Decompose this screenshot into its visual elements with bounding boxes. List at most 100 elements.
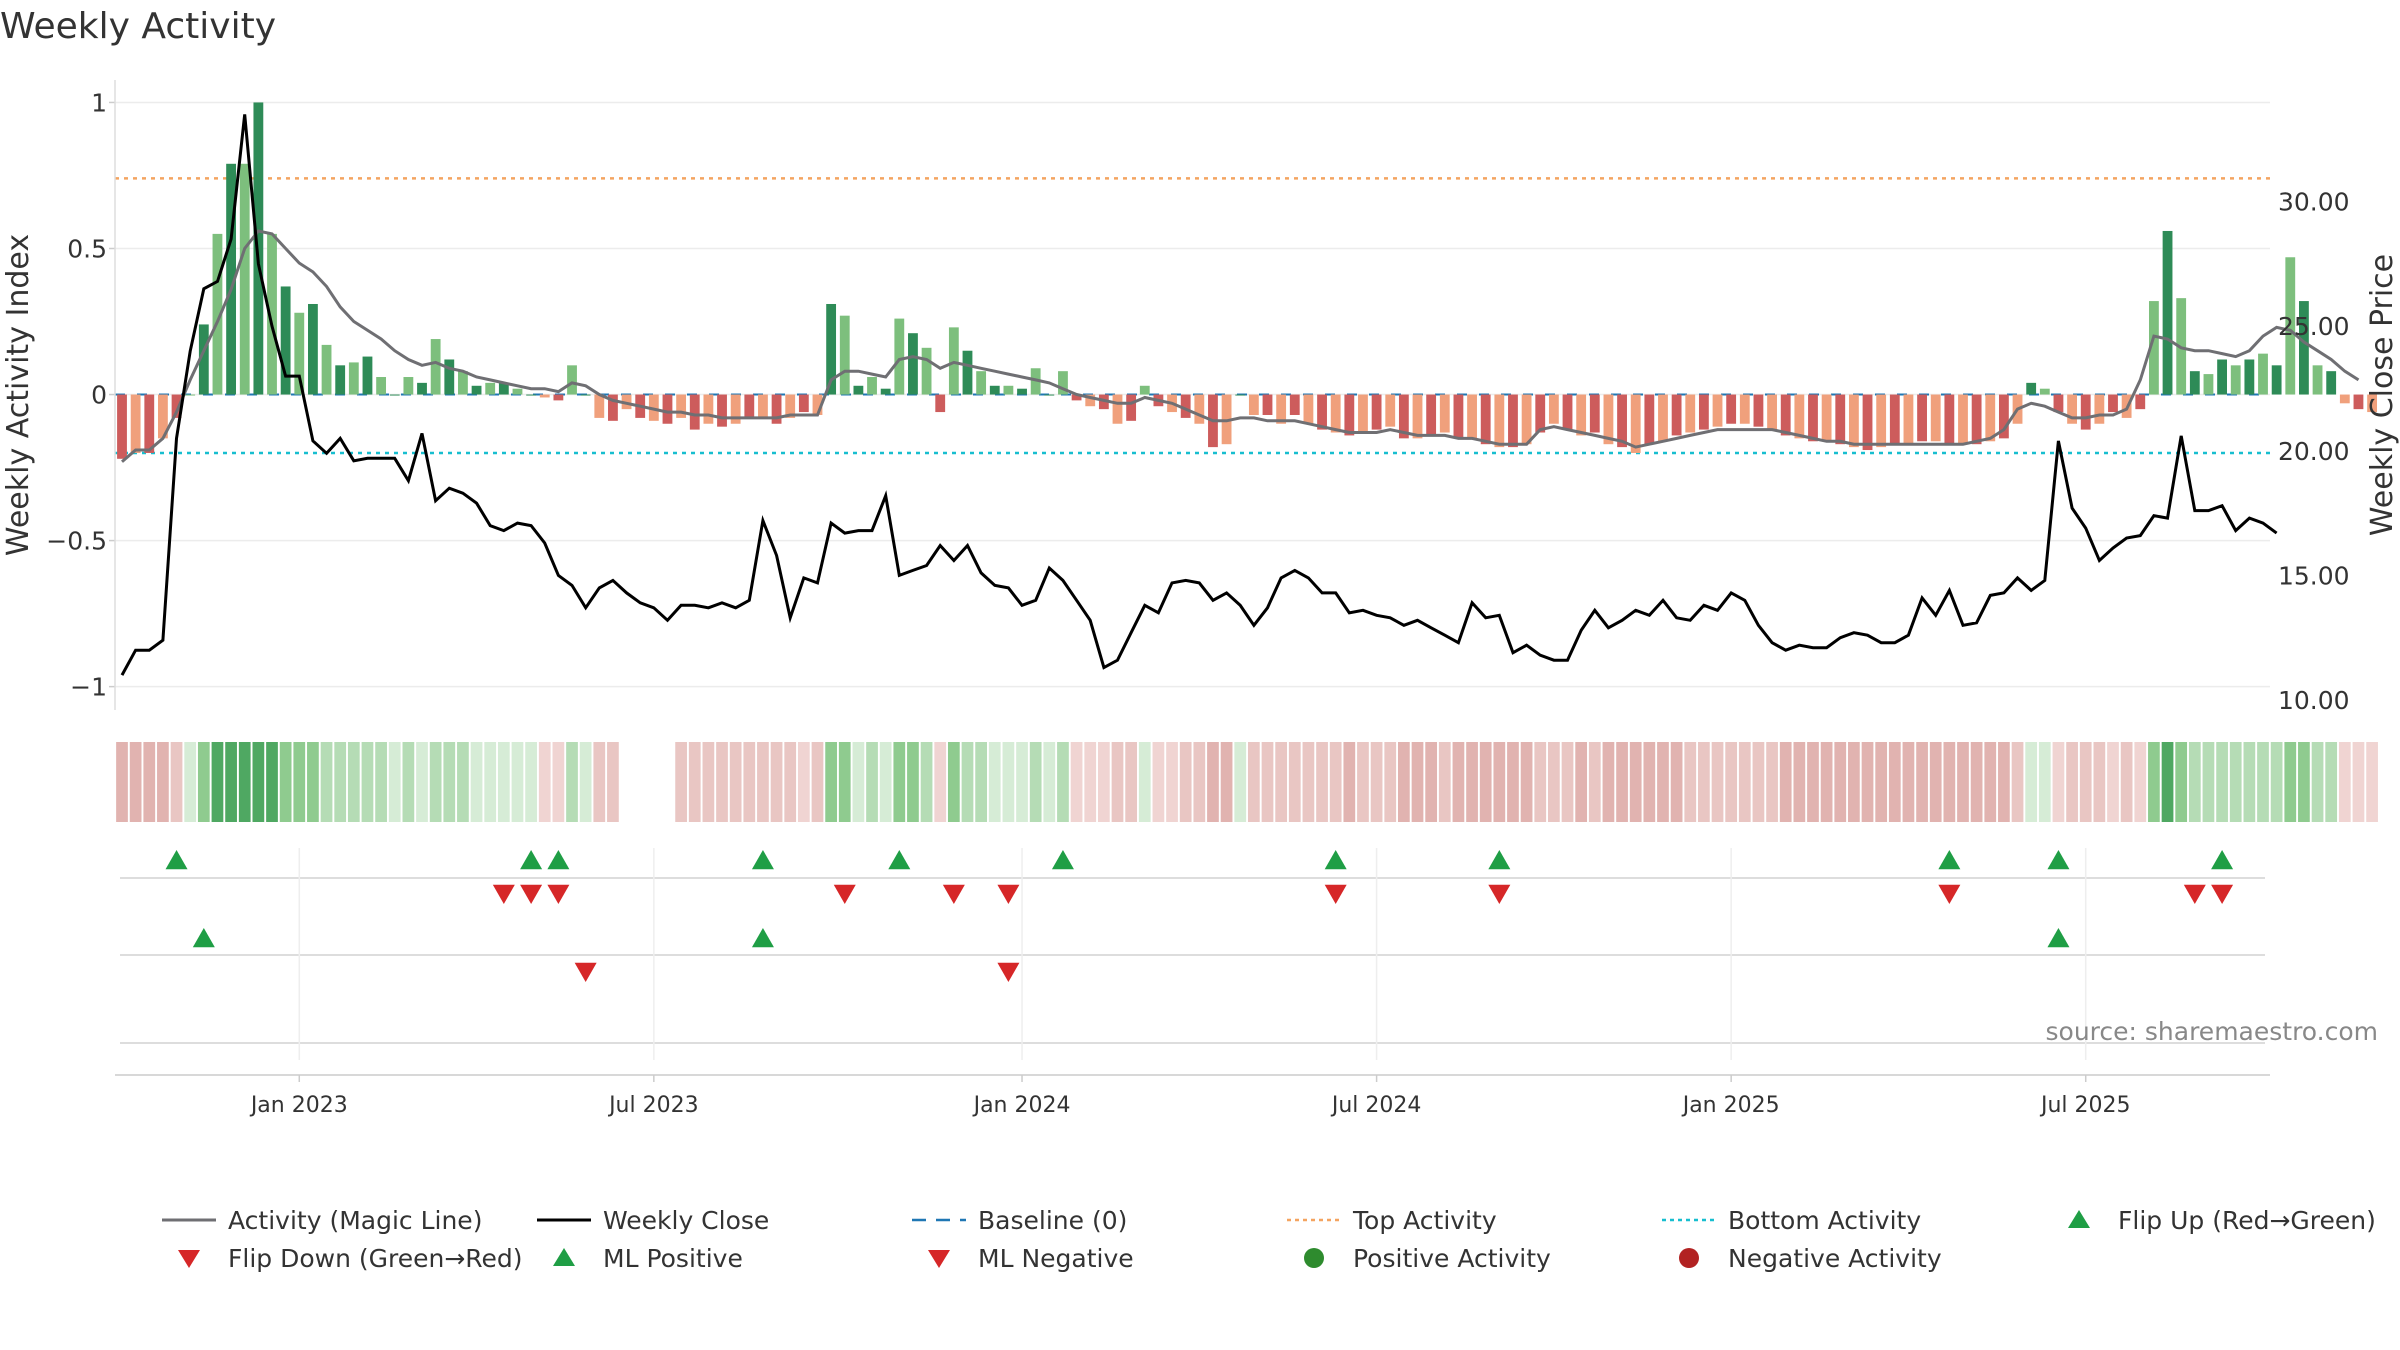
ml-positive-marker xyxy=(2047,928,2070,948)
heat-cell xyxy=(797,742,810,822)
heat-cell xyxy=(266,742,278,822)
heat-cell xyxy=(1916,742,1928,822)
flip-up-marker xyxy=(2211,850,2234,870)
legend-marker xyxy=(2068,1210,2090,1228)
source-credit: source: sharemaestro.com xyxy=(2046,1017,2379,1046)
activity-bar xyxy=(2367,394,2378,413)
left-tick-label: −0.5 xyxy=(46,527,107,556)
y-axis-left-label: Weekly Activity Index xyxy=(1,234,36,556)
heat-cell xyxy=(2011,742,2024,822)
heat-cell xyxy=(347,742,360,822)
activity-bar xyxy=(1780,394,1791,436)
heat-cell xyxy=(1152,742,1165,822)
heat-cell xyxy=(579,742,592,822)
activity-bar xyxy=(212,233,223,395)
activity-bar xyxy=(444,359,455,395)
heat-cell xyxy=(1452,742,1465,822)
heat-cell xyxy=(1548,742,1560,822)
legend-item: Activity (Magic Line) xyxy=(160,1203,482,1237)
legend-marker xyxy=(178,1250,200,1268)
activity-bar xyxy=(539,394,550,398)
activity-bar xyxy=(1276,394,1287,424)
heat-cell xyxy=(975,742,987,822)
activity-bar xyxy=(1085,394,1096,407)
heat-cell xyxy=(1957,742,1969,822)
activity-bar xyxy=(1371,394,1382,430)
heat-cell xyxy=(143,742,156,822)
activity-bar xyxy=(2039,388,2050,395)
activity-bar xyxy=(1439,394,1450,433)
heat-cell xyxy=(511,742,524,822)
heat-cell xyxy=(525,742,537,822)
activity-bar xyxy=(280,286,291,395)
heat-cell xyxy=(1520,742,1533,822)
activity-bar xyxy=(1903,394,1914,445)
heat-cell xyxy=(1329,742,1342,822)
heat-cell xyxy=(1588,742,1601,822)
y-axis-right-label: Weekly Close Price xyxy=(2365,254,2400,536)
activity-bar xyxy=(1289,394,1300,415)
legend-label: Flip Down (Green→Red) xyxy=(228,1243,523,1273)
activity-bar xyxy=(1180,394,1191,418)
heat-cell xyxy=(770,742,783,822)
activity-bar xyxy=(1003,385,1014,395)
heat-cell xyxy=(2270,742,2283,822)
activity-bar xyxy=(1535,394,1546,433)
activity-bar xyxy=(335,365,346,395)
heat-cell xyxy=(1711,742,1724,822)
heat-cell xyxy=(893,742,906,822)
activity-bar xyxy=(2271,365,2282,395)
activity-bar xyxy=(2108,394,2118,413)
heat-cell xyxy=(866,742,878,822)
activity-bar xyxy=(239,163,250,395)
heat-cell xyxy=(2120,742,2133,822)
heat-cell xyxy=(2243,742,2256,822)
activity-bar xyxy=(185,394,196,396)
activity-bar xyxy=(1767,394,1777,430)
legend-label: ML Positive xyxy=(603,1243,743,1273)
activity-bar xyxy=(567,365,577,395)
flip-up-marker xyxy=(2047,850,2070,870)
heat-cell xyxy=(2107,742,2119,822)
line-series xyxy=(120,114,2360,676)
activity-bar xyxy=(226,163,237,395)
flip-down-marker xyxy=(2211,884,2234,904)
activity-bar xyxy=(758,394,768,418)
legend-item: Baseline (0) xyxy=(910,1203,1127,1237)
heat-cell xyxy=(1438,742,1451,822)
heat-cell xyxy=(1807,742,1819,822)
heat-cell xyxy=(2338,742,2351,822)
date-tick-label: Jul 2023 xyxy=(607,1093,699,1118)
activity-bar xyxy=(2135,394,2146,410)
heat-cell xyxy=(1084,742,1097,822)
legend-item: Bottom Activity xyxy=(1660,1203,1921,1237)
weekly-close-line-icon xyxy=(537,1218,591,1222)
heat-cell xyxy=(593,742,606,822)
heat-cell xyxy=(552,742,565,822)
activity-bar xyxy=(389,394,400,396)
legend-marker xyxy=(553,1248,575,1266)
activity-bar xyxy=(1671,394,1682,436)
legend-item: Negative Activity xyxy=(1660,1241,1942,1275)
heat-cell xyxy=(1684,742,1697,822)
heat-cell xyxy=(1179,742,1192,822)
heat-cell xyxy=(1616,742,1628,822)
heat-cell xyxy=(1861,742,1874,822)
activity-bar xyxy=(2217,359,2227,395)
heat-cell xyxy=(2148,742,2160,822)
left-tick-label: 0 xyxy=(91,381,107,410)
heat-cell xyxy=(375,742,387,822)
activity-bar xyxy=(1644,394,1655,445)
heat-cell xyxy=(2052,742,2065,822)
activity-bar xyxy=(2258,353,2268,395)
ml-negative-marker xyxy=(574,962,597,982)
heat-cell xyxy=(1316,742,1328,822)
heat-cell xyxy=(1643,742,1656,822)
heat-cell xyxy=(1738,742,1751,822)
activity-bar xyxy=(785,394,796,418)
heat-cell xyxy=(1670,742,1683,822)
heat-cell xyxy=(429,742,442,822)
activity-bar xyxy=(1330,394,1341,433)
activity-bar xyxy=(1412,394,1423,439)
date-axis: Jan 2023 Jul 2023 Jan 2024 Jul 2024 Jan 2025… xyxy=(115,1074,2270,1118)
